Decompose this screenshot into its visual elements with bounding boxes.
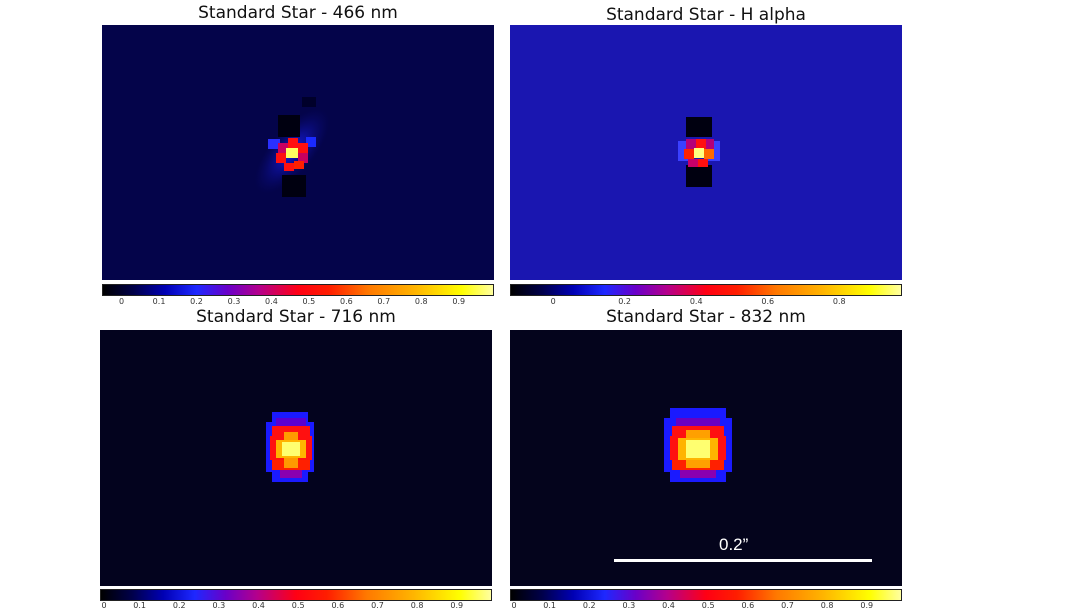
colorbar-tick-label: 0.2	[172, 601, 186, 610]
colorbar-tick-label: 0.6	[331, 601, 345, 610]
colorbar-ticks-832nm: 0 0.1 0.2 0.3 0.4 0.5 0.6 0.7 0.8 0.9	[510, 601, 902, 613]
colorbar-tick-label: 0	[101, 601, 107, 610]
colorbar-ticks-716nm: 0 0.1 0.2 0.3 0.4 0.5 0.6 0.7 0.8 0.9	[100, 601, 492, 613]
colorbar-tick-label: 0.4	[265, 297, 278, 306]
colorbar-tick-label: 0.9	[452, 297, 466, 306]
colorbar-tick-label: 0.2	[618, 297, 632, 306]
colorbar-tick-label: 0.5	[701, 601, 715, 610]
colorbar-tick-label: 0.3	[212, 601, 226, 610]
colorbar-tick-label: 0.8	[414, 297, 428, 306]
panel-title-466nm: Standard Star - 466 nm	[198, 3, 398, 23]
panel-divider	[100, 586, 492, 588]
panel-title-716nm: Standard Star - 716 nm	[196, 307, 396, 327]
star-image-466nm	[102, 25, 494, 280]
colorbar-tick-label: 0.1	[543, 601, 556, 610]
scale-bar-label: 0.2”	[719, 535, 749, 554]
colorbar-tick-label: 0.4	[689, 297, 703, 306]
colorbar-tick-label: 0.2	[190, 297, 203, 306]
colorbar-tick-label: 0.5	[291, 601, 305, 610]
colorbar-716nm	[100, 589, 492, 601]
panel-divider	[102, 280, 494, 282]
panel-title-832nm: Standard Star - 832 nm	[606, 307, 806, 327]
colorbar-tick-label: 0.7	[781, 601, 794, 610]
colorbar-tick-label: 0.5	[302, 297, 316, 306]
psf-716nm	[266, 412, 314, 482]
colorbar-tick-label: 0.8	[410, 601, 424, 610]
colorbar-tick-label: 0	[511, 601, 517, 610]
colorbar-tick-label: 0.7	[377, 297, 391, 306]
colorbar-tick-label: 0.1	[133, 601, 146, 610]
psf-halpha	[678, 117, 720, 187]
panel-divider	[510, 586, 902, 588]
colorbar-tick-label: 0	[550, 297, 556, 306]
panel-divider	[510, 280, 902, 282]
star-image-832nm: 0.2”	[510, 330, 902, 586]
star-image-716nm	[100, 330, 492, 586]
colorbar-tick-label: 0.6	[741, 601, 755, 610]
panel-title-halpha: Standard Star - H alpha	[606, 5, 806, 25]
colorbar-tick-label: 0.8	[820, 601, 834, 610]
colorbar-halpha	[510, 284, 902, 296]
colorbar-tick-label: 0	[119, 297, 125, 306]
colorbar-tick-label: 0.6	[339, 297, 353, 306]
colorbar-832nm	[510, 589, 902, 601]
colorbar-ticks-466nm: 0 0.1 0.2 0.3 0.4 0.5 0.6 0.7 0.8 0.9	[102, 297, 494, 309]
colorbar-tick-label: 0.9	[450, 601, 464, 610]
star-image-halpha	[510, 25, 902, 280]
scale-bar	[614, 559, 872, 562]
psf-832nm	[664, 408, 732, 482]
colorbar-466nm	[102, 284, 494, 296]
colorbar-tick-label: 0.3	[227, 297, 241, 306]
colorbar-tick-label: 0.4	[662, 601, 675, 610]
colorbar-tick-label: 0.1	[152, 297, 166, 306]
colorbar-tick-label: 0.9	[860, 601, 874, 610]
colorbar-tick-label: 0.4	[252, 601, 265, 610]
colorbar-ticks-halpha: 0 0.2 0.4 0.6 0.8	[510, 297, 902, 309]
colorbar-tick-label: 0.3	[622, 601, 636, 610]
psf-466nm	[254, 97, 330, 197]
colorbar-tick-label: 0.6	[761, 297, 775, 306]
colorbar-tick-label: 0.2	[582, 601, 596, 610]
colorbar-tick-label: 0.7	[371, 601, 384, 610]
colorbar-tick-label: 0.8	[832, 297, 846, 306]
